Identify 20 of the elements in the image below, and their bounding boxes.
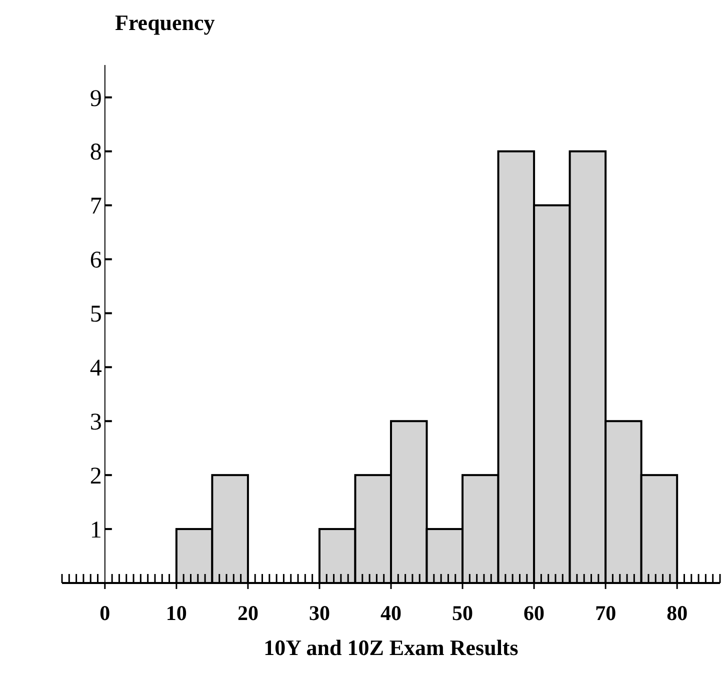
y-tick-label: 2 — [90, 463, 102, 490]
y-tick-label: 1 — [90, 517, 102, 544]
x-tick-label: 60 — [524, 601, 545, 625]
x-tick-label: 40 — [380, 601, 402, 625]
x-tick-label: 50 — [452, 601, 474, 625]
y-tick-label: 9 — [90, 86, 102, 112]
y-axis-title: Frequency — [115, 10, 215, 35]
x-tick-label: 30 — [308, 601, 330, 625]
x-tick-label: 0 — [100, 601, 110, 625]
y-tick-label: 8 — [90, 140, 102, 166]
y-tick-label: 6 — [90, 248, 102, 274]
x-tick-label: 10 — [166, 601, 187, 625]
x-tick-label: 20 — [237, 601, 258, 625]
y-tick-label: 5 — [90, 302, 102, 328]
y-tick-label: 7 — [90, 194, 102, 220]
x-tick-label: 80 — [666, 601, 688, 625]
x-tick-label: 70 — [595, 601, 616, 625]
x-axis-title: 10Y and 10Z Exam Results — [264, 635, 519, 660]
y-tick-label: 3 — [90, 410, 102, 436]
y-tick-label: 4 — [90, 356, 102, 382]
